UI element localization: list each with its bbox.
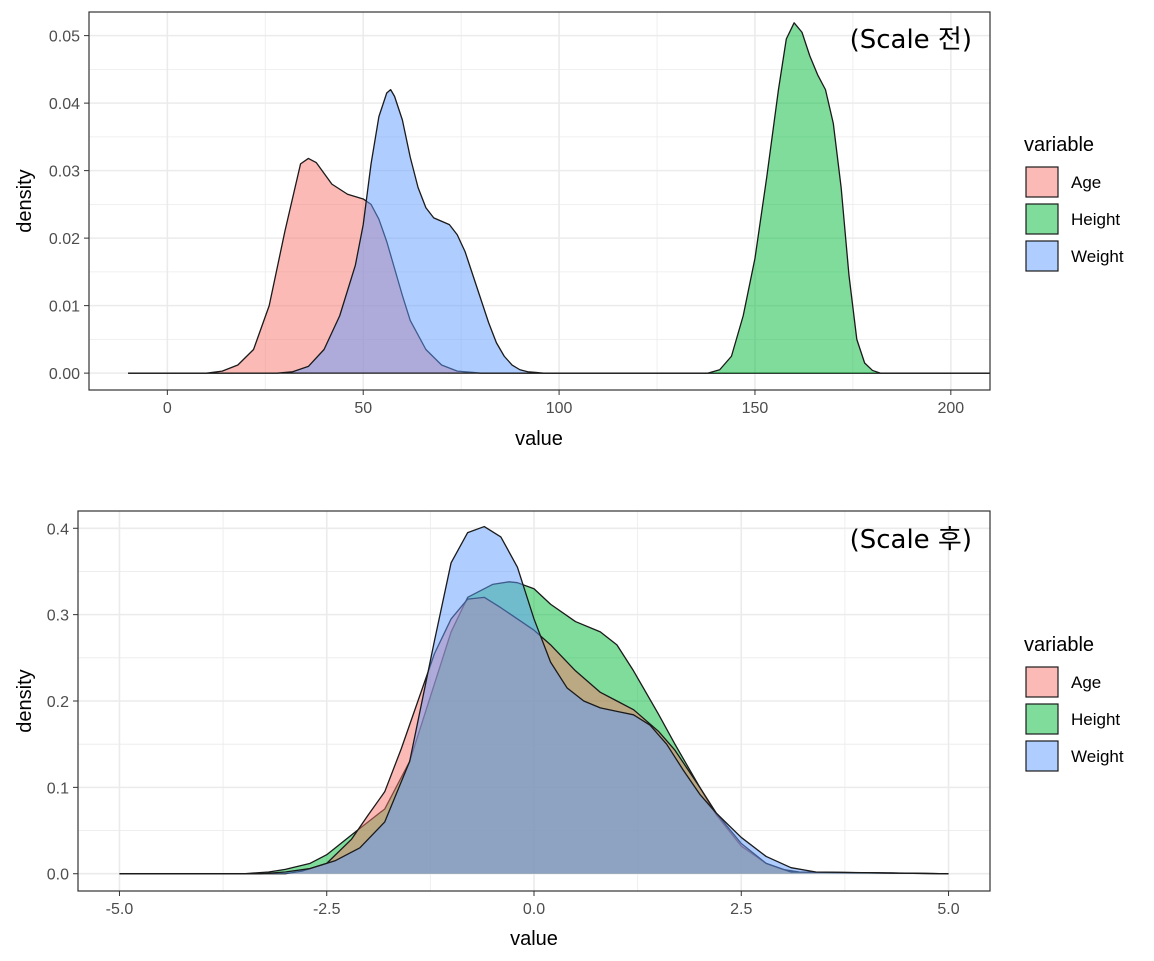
legend-swatch-height <box>1025 203 1059 235</box>
y-tick-label: 0.1 <box>47 780 69 797</box>
legend-swatch-age <box>1025 166 1059 198</box>
density-areas <box>128 22 991 374</box>
legend-title: variable <box>1024 134 1094 156</box>
x-tick-label: 50 <box>354 400 372 417</box>
x-tick-label: -5.0 <box>106 901 134 918</box>
legend-swatch-weight <box>1025 740 1059 772</box>
y-axis-title: density <box>14 169 36 232</box>
x-axis-ticks: -5.0 -2.5 0.0 2.5 5.0 <box>106 891 960 918</box>
x-tick-label: 200 <box>937 400 964 417</box>
x-axis-title: value <box>515 428 563 450</box>
legend-swatch-weight <box>1025 240 1059 272</box>
y-tick-label: 0.01 <box>49 299 80 316</box>
chart-before-scaling: 0 50 100 150 200 0.00 0.01 0.02 0.03 0.04 0.05 va… <box>14 11 1124 450</box>
density-line-height <box>128 22 990 374</box>
chart-annotation: (Scale 전) <box>850 25 972 55</box>
x-tick-label: 2.5 <box>730 901 752 918</box>
legend-label-weight: Weight <box>1071 747 1124 766</box>
x-tick-label: 5.0 <box>937 901 959 918</box>
legend: variable Age Height Weight <box>1024 134 1124 272</box>
x-tick-label: 100 <box>546 400 573 417</box>
y-axis-ticks: 0.00 0.01 0.02 0.03 0.04 0.05 <box>49 29 89 383</box>
y-tick-label: 0.05 <box>49 29 80 46</box>
x-axis-title: value <box>510 928 558 950</box>
density-area-height <box>128 22 991 374</box>
density-areas <box>119 525 949 875</box>
x-tick-label: 0.0 <box>523 901 545 918</box>
legend-label-height: Height <box>1071 210 1120 229</box>
legend-title: variable <box>1024 634 1094 656</box>
legend: variable Age Height Weight <box>1024 634 1124 772</box>
x-axis-ticks: 0 50 100 150 200 <box>163 390 964 417</box>
chart-after-scaling: -5.0 -2.5 0.0 2.5 5.0 0.00.10.20.30.4 value … <box>14 510 1124 950</box>
legend-label-age: Age <box>1071 673 1101 692</box>
y-axis-title: density <box>14 669 36 732</box>
x-tick-label: 0 <box>163 400 172 417</box>
x-tick-label: -2.5 <box>313 901 341 918</box>
x-tick-label: 150 <box>742 400 769 417</box>
y-tick-label: 0.03 <box>49 164 80 181</box>
legend-label-age: Age <box>1071 173 1101 192</box>
density-area-weight <box>119 526 949 874</box>
chart-annotation: (Scale 후) <box>850 525 972 555</box>
y-tick-label: 0.3 <box>47 608 69 625</box>
y-axis-ticks: 0.0 0.1 0.2 0.3 0.4 <box>47 521 78 884</box>
legend-label-height: Height <box>1071 710 1120 729</box>
panel-border <box>88 11 991 391</box>
legend-label-weight: Weight <box>1071 247 1124 266</box>
y-tick-label: 0.2 <box>47 694 69 711</box>
density-line-weight <box>119 525 949 875</box>
y-tick-label: 0.04 <box>49 96 80 113</box>
y-tick-label: 0.4 <box>47 521 69 538</box>
density-line-weight <box>128 88 990 374</box>
y-tick-label: 0.00 <box>49 366 80 383</box>
legend-swatch-age <box>1025 666 1059 698</box>
y-tick-label: 0.0 <box>47 867 69 884</box>
y-tick-label: 0.02 <box>49 231 80 248</box>
legend-swatch-height <box>1025 703 1059 735</box>
